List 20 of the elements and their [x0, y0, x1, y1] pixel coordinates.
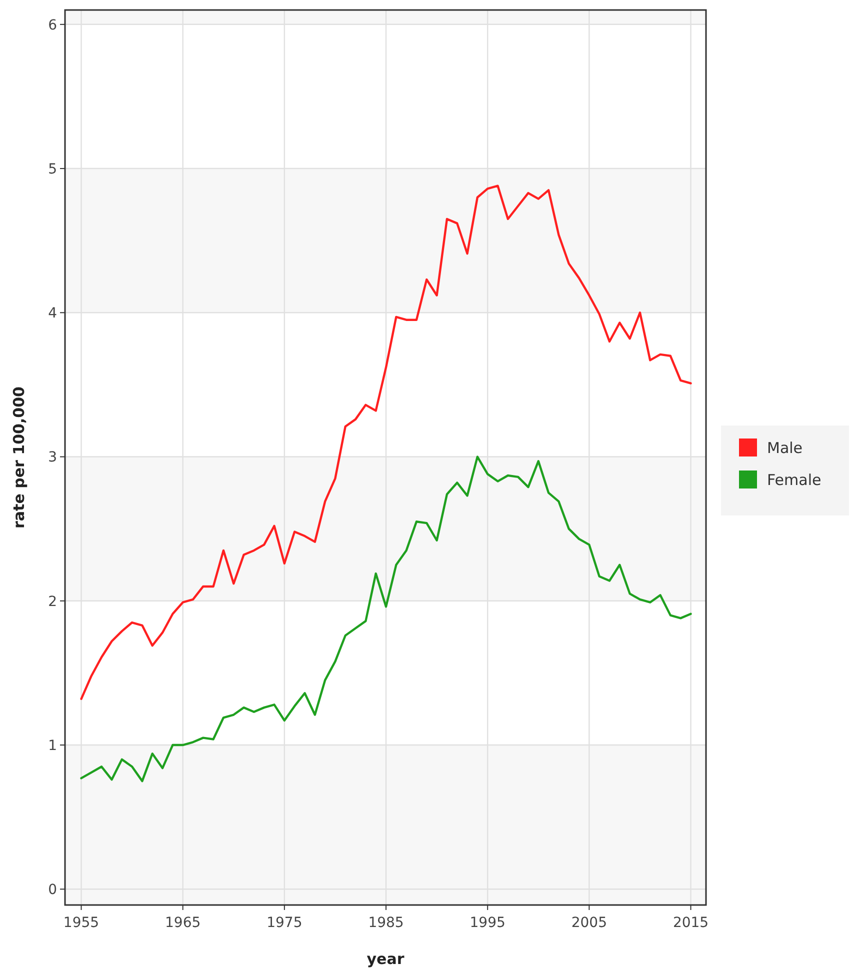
y-tick-label: 1 — [48, 738, 57, 754]
y-tick-label: 0 — [48, 882, 57, 898]
legend-label: Male — [767, 438, 803, 457]
x-axis-title: year — [366, 950, 405, 968]
x-tick-label: 1955 — [63, 915, 100, 931]
y-tick-label: 3 — [48, 450, 57, 466]
x-tick-label: 2015 — [672, 915, 709, 931]
y-tick-label: 5 — [48, 161, 57, 178]
legend-label: Female — [767, 470, 822, 489]
x-tick-label: 2005 — [571, 915, 607, 931]
x-tick-label: 1985 — [368, 915, 404, 931]
y-tick-label: 6 — [48, 17, 58, 34]
y-tick-label: 4 — [48, 306, 58, 322]
x-tick-label: 1965 — [165, 915, 201, 931]
y-axis-title: rate per 100,000 — [10, 386, 28, 528]
y-tick-label: 2 — [48, 594, 57, 610]
line-series — [80, 184, 692, 700]
x-tick-label: 1975 — [266, 915, 302, 931]
line-series — [80, 456, 692, 782]
x-tick-label: 1995 — [470, 915, 506, 931]
